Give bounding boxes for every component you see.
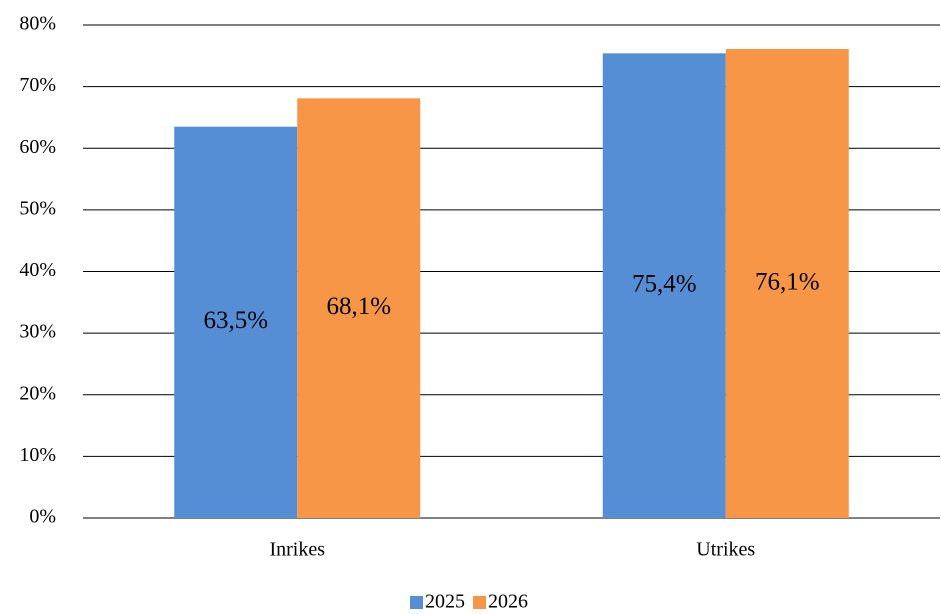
y-tick-label: 40% (19, 259, 56, 281)
x-tick-label: Inrikes (269, 539, 325, 561)
bar (174, 126, 298, 519)
y-tick-label: 10% (19, 444, 56, 466)
value-label: 68,1% (326, 293, 391, 320)
y-tick-label: 60% (19, 136, 56, 158)
legend-label: 2025 (425, 591, 465, 613)
y-tick-label: 30% (19, 321, 56, 343)
bar (602, 53, 726, 518)
y-tick-label: 20% (19, 382, 56, 404)
value-label: 63,5% (203, 307, 268, 334)
legend-label: 2026 (488, 591, 528, 613)
legend-swatch (410, 596, 423, 609)
y-tick-label: 50% (19, 197, 56, 219)
y-tick-label: 80% (19, 13, 56, 35)
value-label: 76,1% (755, 268, 820, 295)
value-label: 75,4% (632, 270, 697, 297)
y-tick-label: 0% (29, 506, 56, 528)
x-tick-label: Utrikes (696, 539, 755, 561)
bar (297, 98, 421, 519)
y-tick-label: 70% (19, 74, 56, 96)
bar (725, 49, 849, 518)
legend-swatch (473, 596, 486, 609)
